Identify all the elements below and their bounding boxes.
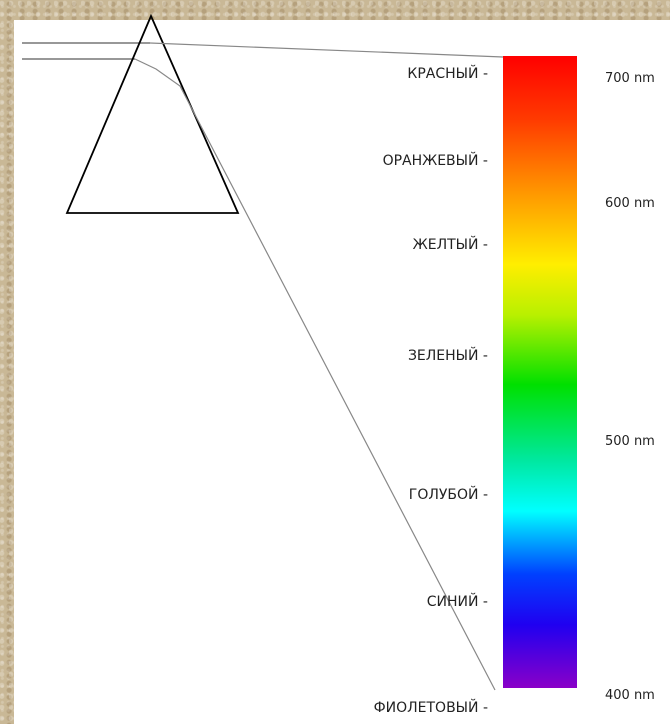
- color-label-red: КРАСНЫЙ -: [407, 64, 488, 82]
- spectrum-bar: [503, 56, 577, 688]
- wavelength-label-600: 600 nm: [605, 196, 655, 211]
- color-label-yellow: ЖЕЛТЫЙ -: [413, 235, 488, 253]
- wavelength-label-400: 400 nm: [605, 688, 655, 703]
- color-label-violet: ФИОЛЕТОВЫЙ -: [374, 698, 488, 716]
- wavelength-label-500: 500 nm: [605, 434, 655, 449]
- violet-ray: [134, 58, 496, 691]
- color-label-cyan: ГОЛУБОЙ -: [409, 485, 488, 503]
- wavelength-label-700: 700 nm: [605, 71, 655, 86]
- color-label-blue: СИНИЙ -: [427, 592, 488, 610]
- color-label-orange: ОРАНЖЕВЫЙ -: [383, 151, 488, 169]
- color-label-green: ЗЕЛЕНЫЙ -: [408, 346, 488, 364]
- red-ray: [149, 42, 504, 58]
